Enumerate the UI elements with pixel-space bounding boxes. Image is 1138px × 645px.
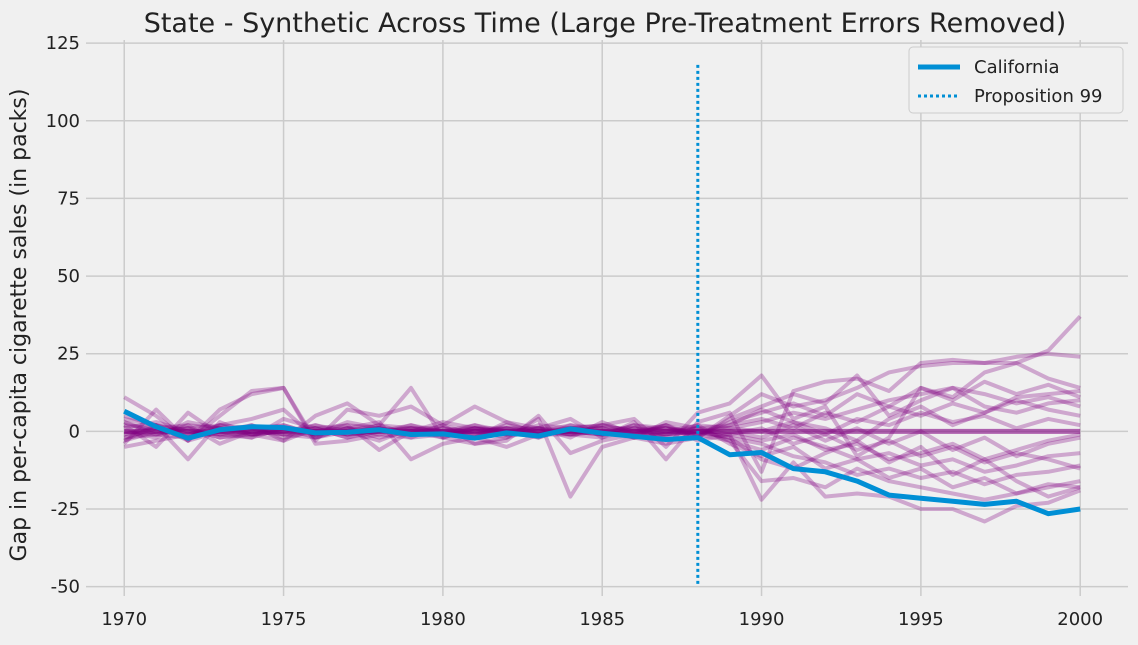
control-state-line-4 [122,357,1081,474]
control-state-line-1 [123,351,1081,499]
x-tick-label: 1980 [420,609,466,630]
y-tick-label: 0 [69,421,80,442]
y-tick-label: -25 [51,499,80,520]
control-state-line-2 [123,315,1082,462]
y-axis-ticks: -50 -25 0 25 50 75 100 125 [46,33,80,598]
control-state-line-10 [123,389,1081,443]
y-axis-label: Gap in per-capita cigarette sales (in pa… [7,89,32,562]
x-tick-label: 1985 [579,609,625,630]
chart-title: State - Synthetic Across Time (Large Pre… [144,8,1067,39]
x-axis-ticks: 1970 1975 1980 1985 1990 1995 2000 [101,609,1103,630]
y-tick-label: 125 [46,33,80,54]
legend-label-proposition-99: Proposition 99 [974,86,1102,107]
california-series-group [123,408,1081,517]
x-tick-label: 2000 [1057,609,1103,630]
x-tick-label: 1995 [898,609,944,630]
y-tick-label: -50 [51,577,80,598]
legend: California Proposition 99 [908,46,1124,114]
y-tick-label: 100 [46,111,80,132]
california-line [123,408,1081,517]
legend-box [908,46,1124,114]
x-tick-label: 1975 [261,609,307,630]
y-tick-label: 75 [57,188,80,209]
control-state-line-3 [123,385,1081,524]
x-tick-label: 1990 [739,609,785,630]
y-tick-label: 25 [57,344,80,365]
y-tick-label: 50 [57,266,80,287]
legend-label-california: California [974,57,1059,78]
grid-lines [86,40,1128,596]
x-tick-label: 1970 [101,609,147,630]
control-state-line-5 [123,410,1081,502]
